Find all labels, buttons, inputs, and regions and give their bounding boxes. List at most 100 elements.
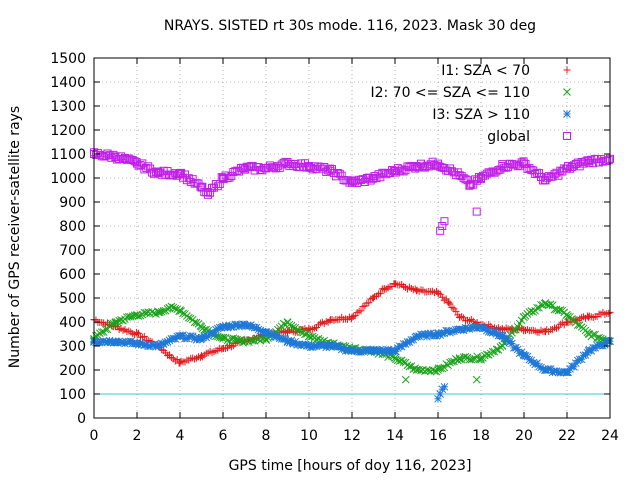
y-tick-label: 1100 xyxy=(50,147,86,163)
data-point xyxy=(563,368,571,377)
data-point xyxy=(283,318,292,326)
data-point xyxy=(604,156,613,165)
data-point xyxy=(391,166,399,175)
y-tick-label: 100 xyxy=(59,387,86,403)
data-point xyxy=(179,331,187,339)
data-point xyxy=(560,367,569,376)
data-point xyxy=(370,294,377,302)
data-point xyxy=(424,330,433,338)
data-point xyxy=(119,326,127,334)
data-point xyxy=(244,322,253,330)
outlier-point xyxy=(434,394,442,403)
data-point xyxy=(305,332,313,341)
data-point xyxy=(197,183,206,192)
data-point xyxy=(112,323,119,331)
x-tick-label: 22 xyxy=(558,428,576,444)
data-point xyxy=(452,307,460,315)
data-point xyxy=(591,330,600,339)
data-point xyxy=(585,313,592,321)
x-tick-label: 12 xyxy=(343,428,361,444)
chart-title: NRAYS. SISTED rt 30s mode. 116, 2023. Ma… xyxy=(164,18,536,34)
data-point xyxy=(301,340,309,349)
data-point xyxy=(405,362,414,371)
data-point xyxy=(365,299,373,307)
data-point xyxy=(573,321,582,329)
data-point xyxy=(301,330,309,339)
legend-marker xyxy=(563,88,571,96)
data-point xyxy=(419,331,427,339)
data-point xyxy=(412,332,421,341)
data-point xyxy=(520,351,528,360)
data-point xyxy=(293,340,302,349)
x-tick-label: 10 xyxy=(300,428,318,444)
x-tick-label: 6 xyxy=(219,428,228,444)
data-point xyxy=(595,340,603,349)
outlier-point xyxy=(440,217,449,226)
data-point xyxy=(165,352,173,360)
data-point xyxy=(273,331,282,340)
legend-marker xyxy=(563,66,571,74)
outlier-point xyxy=(472,375,481,384)
data-point xyxy=(466,181,475,190)
data-point xyxy=(181,358,189,366)
data-point xyxy=(240,337,249,346)
data-point xyxy=(197,322,206,331)
data-point xyxy=(353,309,361,317)
data-point xyxy=(235,322,243,331)
y-tick-label: 1400 xyxy=(50,75,86,91)
data-point xyxy=(165,303,174,312)
outlier-points xyxy=(434,382,449,403)
y-tick-label: 900 xyxy=(59,195,86,211)
data-point xyxy=(305,342,313,350)
y-tick-label: 1500 xyxy=(50,51,86,67)
data-point xyxy=(123,338,131,346)
y-axis-label: Number of GPS receiver-satellite rays xyxy=(7,106,23,368)
outlier-point xyxy=(436,390,445,398)
data-point xyxy=(456,313,463,321)
data-point xyxy=(316,319,324,327)
data-point xyxy=(477,174,485,182)
x-axis-ticks: 0 2 4 6 8 10 12 14 16 18 20 22 24 xyxy=(90,58,619,444)
data-point xyxy=(240,320,249,329)
data-point xyxy=(455,325,464,334)
data-point xyxy=(262,327,270,336)
data-point xyxy=(546,365,555,373)
data-point xyxy=(434,330,442,338)
data-point xyxy=(391,354,399,362)
data-point xyxy=(126,312,135,321)
x-tick-label: 16 xyxy=(429,428,447,444)
legend-marker xyxy=(563,110,571,118)
data-point xyxy=(176,359,184,367)
data-point xyxy=(563,310,571,319)
data-point xyxy=(601,310,609,318)
data-point xyxy=(374,346,383,355)
data-point xyxy=(544,301,553,310)
data-point xyxy=(486,328,495,336)
data-point xyxy=(262,164,270,173)
x-tick-label: 14 xyxy=(386,428,404,444)
data-point xyxy=(184,333,193,341)
data-point xyxy=(471,323,480,332)
data-point xyxy=(369,346,378,355)
x-tick-label: 2 xyxy=(133,428,142,444)
data-point xyxy=(412,162,421,170)
data-point xyxy=(455,355,464,364)
data-point xyxy=(219,322,227,331)
data-point xyxy=(357,307,365,315)
data-point xyxy=(492,345,501,354)
data-point xyxy=(213,324,222,333)
data-point xyxy=(97,338,106,346)
data-point xyxy=(348,346,356,355)
data-point xyxy=(176,306,184,314)
data-point xyxy=(412,366,421,374)
data-point xyxy=(258,327,267,336)
data-point xyxy=(541,298,550,307)
data-point xyxy=(284,328,291,336)
y-tick-label: 700 xyxy=(59,243,86,259)
data-point xyxy=(167,302,176,311)
data-point xyxy=(218,345,226,353)
data-point xyxy=(103,325,112,334)
data-point xyxy=(190,334,199,343)
data-point xyxy=(206,329,214,337)
